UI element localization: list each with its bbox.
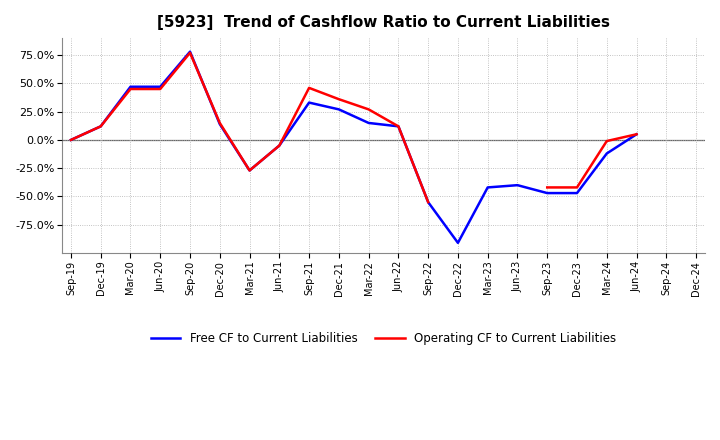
Free CF to Current Liabilities	[364, 120, 373, 125]
Free CF to Current Liabilities	[603, 151, 611, 156]
Operating CF to Current Liabilities	[483, 169, 492, 174]
Free CF to Current Liabilities	[305, 100, 313, 105]
Operating CF to Current Liabilities	[603, 139, 611, 144]
Operating CF to Current Liabilities	[364, 107, 373, 112]
Operating CF to Current Liabilities	[632, 132, 641, 137]
Legend: Free CF to Current Liabilities, Operating CF to Current Liabilities: Free CF to Current Liabilities, Operatin…	[146, 328, 621, 350]
Operating CF to Current Liabilities	[394, 124, 402, 129]
Operating CF to Current Liabilities	[246, 168, 254, 173]
Free CF to Current Liabilities	[513, 183, 522, 188]
Operating CF to Current Liabilities	[67, 137, 76, 143]
Free CF to Current Liabilities	[126, 84, 135, 89]
Operating CF to Current Liabilities	[543, 185, 552, 190]
Free CF to Current Liabilities	[275, 143, 284, 148]
Operating CF to Current Liabilities	[215, 120, 224, 125]
Line: Free CF to Current Liabilities: Free CF to Current Liabilities	[71, 51, 636, 243]
Operating CF to Current Liabilities	[96, 124, 105, 129]
Free CF to Current Liabilities	[156, 84, 165, 89]
Line: Operating CF to Current Liabilities: Operating CF to Current Liabilities	[71, 53, 636, 202]
Operating CF to Current Liabilities	[305, 85, 313, 91]
Free CF to Current Liabilities	[454, 240, 462, 246]
Operating CF to Current Liabilities	[424, 199, 433, 205]
Operating CF to Current Liabilities	[186, 50, 194, 55]
Operating CF to Current Liabilities	[126, 86, 135, 92]
Free CF to Current Liabilities	[394, 124, 402, 129]
Free CF to Current Liabilities	[186, 49, 194, 54]
Operating CF to Current Liabilities	[275, 143, 284, 148]
Free CF to Current Liabilities	[67, 137, 76, 143]
Free CF to Current Liabilities	[215, 121, 224, 127]
Operating CF to Current Liabilities	[156, 86, 165, 92]
Operating CF to Current Liabilities	[572, 185, 581, 190]
Free CF to Current Liabilities	[335, 107, 343, 112]
Free CF to Current Liabilities	[543, 191, 552, 196]
Free CF to Current Liabilities	[96, 124, 105, 129]
Free CF to Current Liabilities	[632, 132, 641, 137]
Title: [5923]  Trend of Cashflow Ratio to Current Liabilities: [5923] Trend of Cashflow Ratio to Curren…	[157, 15, 610, 30]
Free CF to Current Liabilities	[424, 199, 433, 205]
Operating CF to Current Liabilities	[335, 96, 343, 102]
Free CF to Current Liabilities	[572, 191, 581, 196]
Free CF to Current Liabilities	[483, 185, 492, 190]
Free CF to Current Liabilities	[246, 168, 254, 173]
